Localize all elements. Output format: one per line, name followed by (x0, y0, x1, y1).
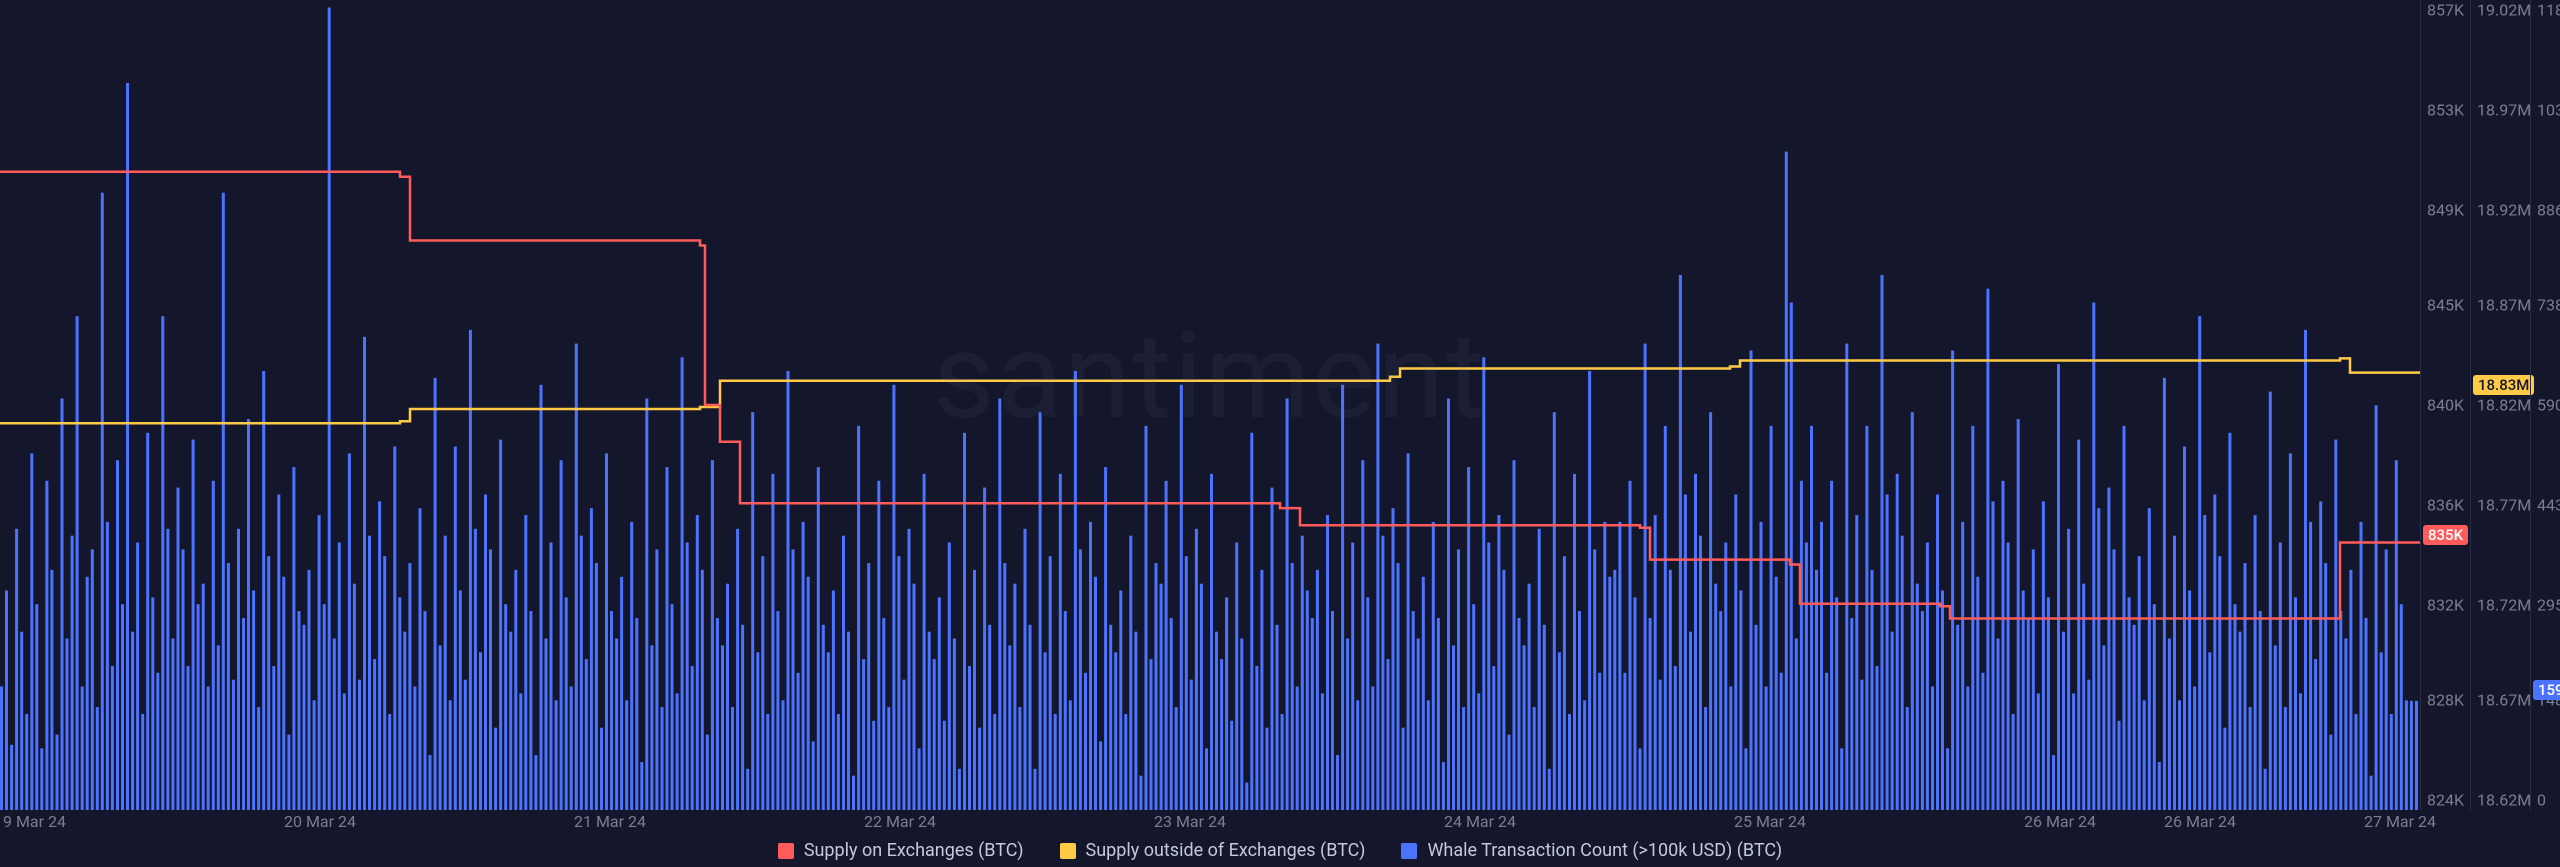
plot-area[interactable]: santiment (0, 0, 2420, 810)
y-tick: 828K (2421, 691, 2464, 710)
y-tick: 1181 (2531, 1, 2560, 20)
y-tick: 849K (2421, 201, 2464, 220)
y-axis-0: 857K853K849K845K840K836K832K828K824K835K (2420, 0, 2421, 810)
x-tick: 22 Mar 24 (864, 812, 936, 831)
y-tick: 840K (2421, 396, 2464, 415)
legend: Supply on Exchanges (BTC) Supply outside … (0, 840, 2560, 861)
y-tick: 18.82M (2471, 396, 2531, 415)
y-tick: 845K (2421, 296, 2464, 315)
legend-item[interactable]: Supply outside of Exchanges (BTC) (1060, 840, 1366, 861)
y-axes-group: 857K853K849K845K840K836K832K828K824K835K… (2420, 0, 2560, 810)
y-tick: 18.62M (2471, 791, 2531, 810)
x-tick: 26 Mar 24 (2164, 812, 2236, 831)
legend-swatch (1060, 843, 1076, 859)
y-tick: 18.87M (2471, 296, 2531, 315)
x-axis: 19 Mar 24 20 Mar 24 21 Mar 24 22 Mar 24 23 M… (0, 812, 2420, 834)
legend-swatch (778, 843, 794, 859)
y-axis-current-badge: 159 (2533, 680, 2560, 700)
legend-label: Supply on Exchanges (BTC) (804, 840, 1024, 861)
y-tick: 590 (2531, 396, 2560, 415)
y-tick: 0 (2531, 791, 2546, 810)
y-axis-current-badge: 18.83M (2473, 375, 2534, 395)
legend-item[interactable]: Whale Transaction Count (>100k USD) (BTC… (1401, 840, 1782, 861)
y-tick: 886 (2531, 201, 2560, 220)
y-tick: 18.97M (2471, 101, 2531, 120)
y-tick: 18.72M (2471, 596, 2531, 615)
y-tick: 738 (2531, 296, 2560, 315)
x-tick: 19 Mar 24 (0, 812, 66, 831)
y-axis-current-badge: 835K (2423, 525, 2468, 545)
chart-container: santiment 857K853K849K845K840K836K832K82… (0, 0, 2560, 867)
y-tick: 18.67M (2471, 691, 2531, 710)
x-tick: 25 Mar 24 (1734, 812, 1806, 831)
y-axis-1: 19.02M18.97M18.92M18.87M18.82M18.77M18.7… (2470, 0, 2471, 810)
y-tick: 832K (2421, 596, 2464, 615)
x-tick: 26 Mar 24 (2024, 812, 2096, 831)
y-tick: 18.92M (2471, 201, 2531, 220)
x-tick: 27 Mar 24 (2364, 812, 2436, 831)
legend-swatch (1401, 843, 1417, 859)
y-tick: 443 (2531, 496, 2560, 515)
y-tick: 824K (2421, 791, 2464, 810)
x-tick: 24 Mar 24 (1444, 812, 1516, 831)
legend-label: Whale Transaction Count (>100k USD) (BTC… (1427, 840, 1782, 861)
plot-svg (0, 0, 2420, 810)
legend-label: Supply outside of Exchanges (BTC) (1086, 840, 1366, 861)
x-tick: 21 Mar 24 (574, 812, 646, 831)
y-tick: 857K (2421, 1, 2464, 20)
y-tick: 853K (2421, 101, 2464, 120)
x-tick: 23 Mar 24 (1154, 812, 1226, 831)
whale-bars (0, 8, 2418, 811)
y-axis-2: 118110338867385904432951480159 (2530, 0, 2531, 810)
x-tick: 20 Mar 24 (284, 812, 356, 831)
legend-item[interactable]: Supply on Exchanges (BTC) (778, 840, 1024, 861)
y-tick: 295 (2531, 596, 2560, 615)
y-tick: 18.77M (2471, 496, 2531, 515)
y-tick: 836K (2421, 496, 2464, 515)
y-tick: 1033 (2531, 101, 2560, 120)
y-tick: 19.02M (2471, 1, 2531, 20)
